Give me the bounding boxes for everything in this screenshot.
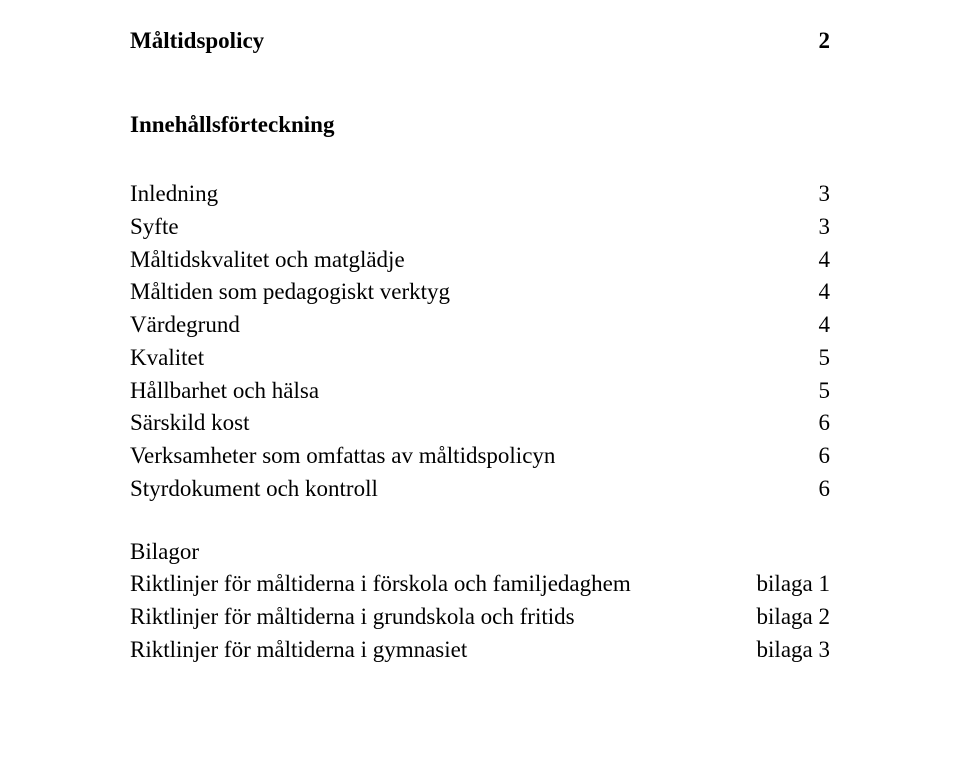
toc-row: Syfte 3 (130, 213, 830, 242)
toc-page: bilaga 1 (757, 570, 830, 599)
toc-label: Måltiden som pedagogiskt verktyg (130, 278, 819, 307)
toc-row: Kvalitet 5 (130, 344, 830, 373)
toc-main-group: Inledning 3 Syfte 3 Måltidskvalitet och … (130, 180, 830, 504)
toc-page: 3 (819, 180, 831, 209)
toc-page: bilaga 3 (757, 636, 830, 665)
toc-label: Riktlinjer för måltiderna i gymnasiet (130, 636, 757, 665)
toc-label: Riktlinjer för måltiderna i förskola och… (130, 570, 757, 599)
toc-row: Måltidskvalitet och matglädje 4 (130, 246, 830, 275)
toc-page: 6 (819, 475, 831, 504)
toc-label: Inledning (130, 180, 819, 209)
toc-page: 5 (819, 344, 831, 373)
toc-label: Verksamheter som omfattas av måltidspoli… (130, 442, 819, 471)
toc-page: 6 (819, 442, 831, 471)
toc-row: Verksamheter som omfattas av måltidspoli… (130, 442, 830, 471)
toc-row: Riktlinjer för måltiderna i grundskola o… (130, 603, 830, 632)
toc-row: Särskild kost 6 (130, 409, 830, 438)
document-page: Måltidspolicy 2 Innehållsförteckning Inl… (0, 0, 960, 774)
toc-page: bilaga 2 (757, 603, 830, 632)
toc-label: Måltidskvalitet och matglädje (130, 246, 819, 275)
document-title: Måltidspolicy (130, 28, 264, 54)
toc-row: Styrdokument och kontroll 6 (130, 475, 830, 504)
toc-bilagor-group: Bilagor Riktlinjer för måltiderna i förs… (130, 538, 830, 665)
section-title: Innehållsförteckning (130, 112, 830, 138)
toc-row: Riktlinjer för måltiderna i förskola och… (130, 570, 830, 599)
toc-row: Måltiden som pedagogiskt verktyg 4 (130, 278, 830, 307)
toc-label: Riktlinjer för måltiderna i grundskola o… (130, 603, 757, 632)
toc-page: 4 (819, 246, 831, 275)
toc-page: 5 (819, 377, 831, 406)
toc-row: Inledning 3 (130, 180, 830, 209)
toc-label: Kvalitet (130, 344, 819, 373)
toc-page: 6 (819, 409, 831, 438)
toc-row: Hållbarhet och hälsa 5 (130, 377, 830, 406)
toc-page: 4 (819, 311, 831, 340)
toc-label: Särskild kost (130, 409, 819, 438)
page-number: 2 (819, 28, 831, 54)
toc-label: Hållbarhet och hälsa (130, 377, 819, 406)
bilagor-heading: Bilagor (130, 538, 830, 567)
toc-label: Syfte (130, 213, 819, 242)
toc-page: 3 (819, 213, 831, 242)
page-header: Måltidspolicy 2 (130, 28, 830, 54)
toc-page: 4 (819, 278, 831, 307)
toc-label: Värdegrund (130, 311, 819, 340)
toc-label: Styrdokument och kontroll (130, 475, 819, 504)
toc-row: Riktlinjer för måltiderna i gymnasiet bi… (130, 636, 830, 665)
toc-row: Värdegrund 4 (130, 311, 830, 340)
